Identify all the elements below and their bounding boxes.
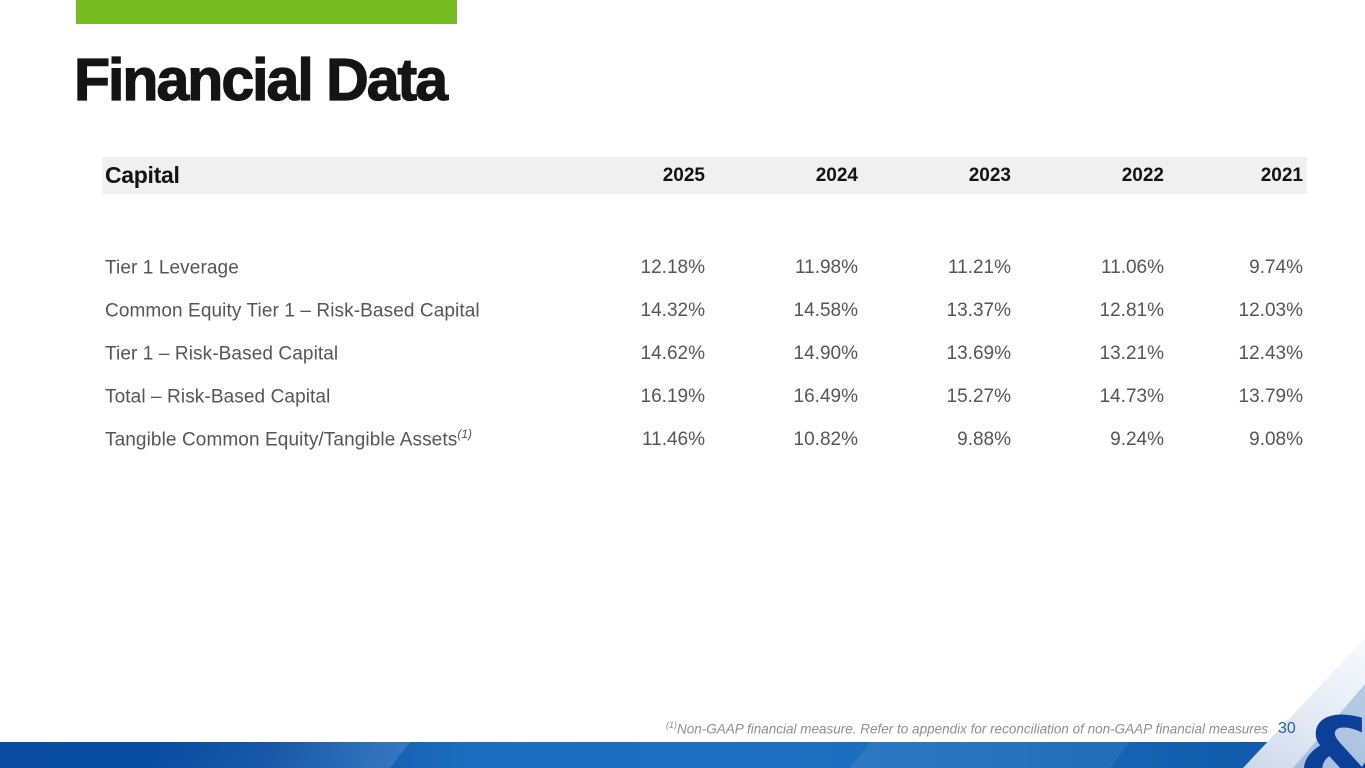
cell-value: 12.18%: [640, 256, 705, 278]
footnote-marker: (1): [665, 720, 677, 730]
table-body: Tier 1 Leverage 12.18% 11.98% 11.21% 11.…: [102, 246, 1307, 461]
table-header-row: Capital 2025 2024 2023 2022 2021: [102, 157, 1307, 194]
band-facet: [159, 742, 411, 768]
row-label: Common Equity Tier 1 – Risk-Based Capita…: [105, 300, 480, 322]
bottom-wave-band: [0, 742, 1365, 768]
band-facet: [849, 742, 1131, 768]
year-header-2024: 2024: [815, 164, 858, 186]
year-header-2023: 2023: [968, 164, 1011, 186]
row-label: Tier 1 – Risk-Based Capital: [105, 343, 339, 365]
cell-value: 11.06%: [1100, 256, 1164, 278]
cell-value: 11.46%: [641, 428, 705, 450]
accent-bar: [76, 0, 457, 24]
cell-value: 13.21%: [1099, 342, 1164, 364]
cell-value: 11.21%: [947, 256, 1011, 278]
table-row: Total – Risk-Based Capital 16.19% 16.49%…: [102, 375, 1307, 418]
row-label: Tangible Common Equity/Tangible Assets: [105, 429, 458, 451]
cell-value: 16.49%: [793, 385, 858, 407]
cell-value: 10.82%: [793, 428, 858, 450]
row-footnote-marker: (1): [457, 427, 472, 442]
ampersand-logo-icon: &: [1297, 703, 1365, 768]
cell-value: 9.88%: [957, 428, 1011, 450]
cell-value: 13.37%: [946, 299, 1011, 321]
cell-value: 13.69%: [946, 342, 1011, 364]
cell-value: 16.19%: [640, 385, 705, 407]
cell-value: 14.73%: [1099, 385, 1164, 407]
cell-value: 12.81%: [1099, 299, 1164, 321]
table-title: Capital: [105, 162, 180, 188]
capital-table: Capital 2025 2024 2023 2022 2021 Tier 1 …: [102, 157, 1307, 461]
row-label: Tier 1 Leverage: [105, 257, 239, 279]
page-number: 30: [1278, 720, 1296, 737]
table-row: Tier 1 – Risk-Based Capital 14.62% 14.90…: [102, 332, 1307, 375]
cell-value: 9.08%: [1249, 428, 1303, 450]
footnote: (1)Non-GAAP financial measure. Refer to …: [666, 720, 1268, 737]
cell-value: 12.03%: [1238, 299, 1303, 321]
year-header-2022: 2022: [1121, 164, 1164, 186]
year-header-2021: 2021: [1260, 164, 1303, 186]
table-row: Tier 1 Leverage 12.18% 11.98% 11.21% 11.…: [102, 246, 1307, 289]
cell-value: 14.62%: [640, 342, 705, 364]
slide-title: Financial Data: [73, 47, 448, 113]
footnote-text: Non-GAAP financial measure. Refer to app…: [676, 721, 1268, 737]
cell-value: 12.43%: [1238, 342, 1303, 364]
year-header-2025: 2025: [662, 164, 705, 186]
cell-value: 14.90%: [793, 342, 858, 364]
table-row: Tangible Common Equity/Tangible Assets(1…: [102, 418, 1307, 461]
table-row: Common Equity Tier 1 – Risk-Based Capita…: [102, 289, 1307, 332]
cell-value: 9.74%: [1249, 256, 1303, 278]
cell-value: 11.98%: [794, 256, 858, 278]
cell-value: 15.27%: [946, 385, 1011, 407]
cell-value: 14.32%: [640, 299, 705, 321]
cell-value: 13.79%: [1238, 385, 1303, 407]
row-label: Total – Risk-Based Capital: [105, 386, 331, 408]
cell-value: 9.24%: [1110, 428, 1164, 450]
cell-value: 14.58%: [793, 299, 858, 321]
